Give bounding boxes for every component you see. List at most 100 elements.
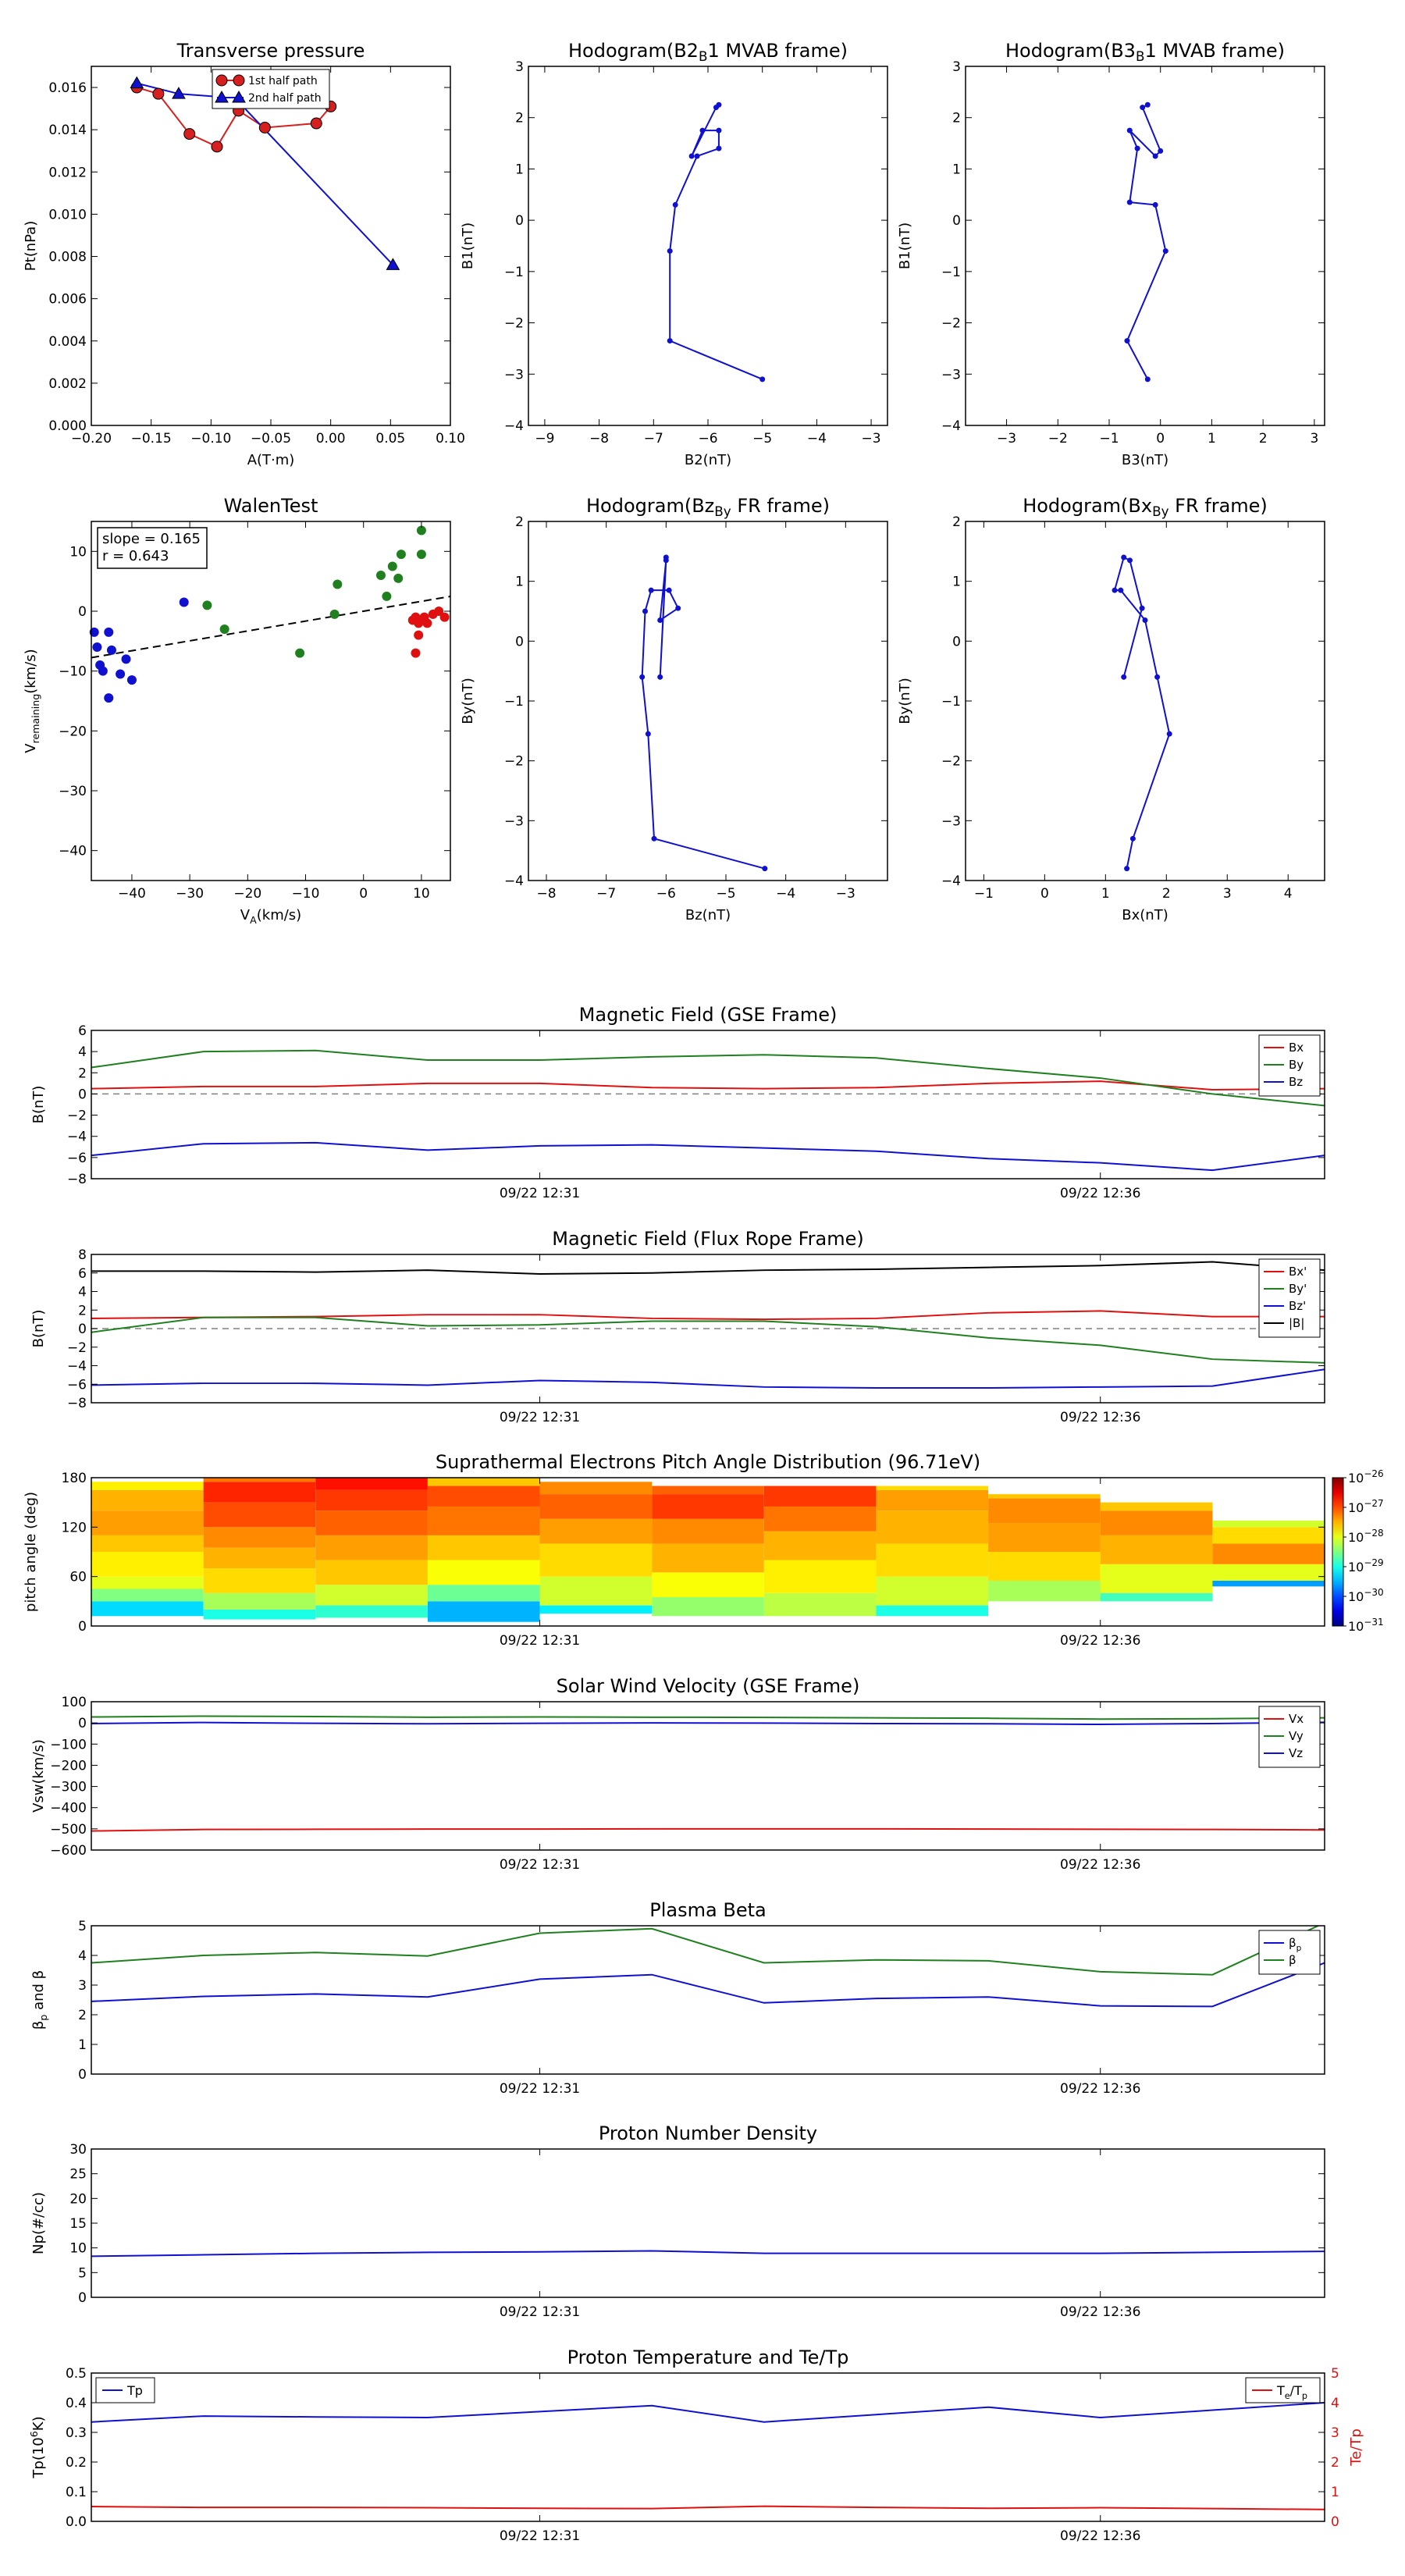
data-point (104, 693, 114, 703)
data-point (219, 624, 229, 634)
x-axis-label: Bz(nT) (685, 907, 731, 923)
y-tick-label: 0 (515, 634, 524, 649)
x-tick-label: −1 (974, 886, 994, 902)
colorbar-tick-label: 10−26 (1348, 1468, 1384, 1485)
legend-label: Bz (1289, 1075, 1303, 1089)
heatmap-cell (763, 1592, 877, 1617)
y-tick-label: 15 (69, 2216, 87, 2232)
heatmap-cell (91, 1510, 204, 1535)
data-point (104, 627, 114, 637)
time-tick-label: 09/22 12:36 (1060, 1633, 1140, 1649)
series-line-vz (91, 1721, 1325, 1726)
y-tick-label: −2 (67, 1340, 87, 1356)
x-tick-label: −3 (997, 431, 1016, 447)
y-axis-label: Pt(nPa) (23, 221, 39, 271)
y-tick-label: 10 (69, 2241, 87, 2257)
series-line-tp (91, 2402, 1325, 2423)
legend (212, 69, 330, 109)
chart-title: Transverse pressure (176, 40, 365, 62)
y-tick-label: 1 (952, 575, 961, 590)
heatmap-cell (315, 1585, 428, 1606)
legend-label: β (1289, 1953, 1297, 1967)
data-point (310, 117, 322, 130)
legend-marker (215, 90, 229, 103)
data-point (657, 617, 663, 623)
heatmap-cell (539, 1543, 653, 1577)
data-point (1126, 127, 1133, 133)
y-tick-label: 2 (515, 111, 524, 126)
y-tick-label: 5 (78, 1919, 87, 1934)
magnetic-field-gse-chart: Magnetic Field (GSE Frame) −8 −6 −4 −2 0 2 4 6 09… (30, 1004, 1325, 1201)
x-tick-label: 0.05 (375, 431, 405, 447)
x-axis-label: A(T·m) (247, 452, 295, 468)
heatmap-cell (876, 1543, 989, 1577)
data-point (716, 101, 722, 108)
data-point (422, 618, 432, 628)
x-tick-label: 3 (1223, 886, 1232, 902)
proton-density-chart: Proton Number Density 0 5 10 15 20 25 30 09/22 1… (30, 2122, 1325, 2320)
data-point (396, 550, 406, 560)
heatmap-cell (427, 1585, 540, 1602)
colorbar (1332, 1477, 1344, 1627)
y-axis-label: Tp(106K) (28, 2416, 47, 2478)
y-tick-label: 60 (69, 1570, 87, 1585)
chart-title: Magnetic Field (GSE Frame) (579, 1004, 838, 1026)
y-axis-label: βp and β (30, 1970, 49, 2030)
y-tick-label: −200 (50, 1758, 87, 1774)
data-point (694, 153, 700, 159)
y-tick-label: 0 (78, 1322, 87, 1337)
heatmap-cell (988, 1523, 1101, 1552)
y-tick-label: 1 (515, 162, 524, 177)
time-tick-label: 09/22 12:36 (1060, 1186, 1140, 1201)
data-point (329, 609, 340, 619)
y-axis-label: By(nT) (897, 678, 913, 724)
data-point (672, 201, 678, 208)
heatmap-cell (1100, 1502, 1213, 1511)
plot-area (91, 2402, 1325, 2510)
axes-frame (91, 2148, 1325, 2298)
y-tick-label: −2 (504, 316, 524, 332)
heatmap-cell (763, 1531, 877, 1560)
y-tick-label: 0.016 (48, 80, 87, 96)
y-tick-label: 6 (78, 1023, 87, 1039)
y-tick-label: 3 (78, 1978, 87, 1994)
heatmap-cell (91, 1552, 204, 1577)
heatmap-cell (988, 1580, 1101, 1602)
legend-label: Vx (1289, 1712, 1304, 1726)
data-point (375, 571, 386, 580)
heatmap-cell (652, 1485, 764, 1495)
legend-label: 2nd half path (248, 92, 322, 105)
x-tick-label: −20 (233, 886, 261, 902)
plot-area (136, 82, 394, 266)
y-tick-label: −4 (504, 418, 524, 434)
right-y-tick-label: 2 (1331, 2455, 1339, 2471)
annotation-box (97, 527, 208, 569)
legend-label: Bx' (1289, 1265, 1307, 1279)
heatmap-cell (988, 1498, 1101, 1524)
data-point (639, 674, 646, 680)
heatmap-cell (203, 1609, 316, 1620)
y-tick-label: −3 (941, 813, 961, 829)
data-point (657, 674, 663, 680)
data-point (434, 607, 444, 616)
heatmap-cell (1100, 1535, 1213, 1564)
y-tick-label: 4 (78, 1285, 87, 1300)
y-tick-label: 2 (952, 111, 961, 126)
series-line-bx (91, 1080, 1325, 1091)
y-tick-label: −3 (504, 367, 524, 382)
solar-wind-velocity-chart: Solar Wind Velocity (GSE Frame) −600 −500 −… (30, 1675, 1325, 1873)
data-point (1162, 248, 1168, 254)
x-axis-label: B3(nT) (1122, 452, 1168, 468)
y-tick-label: −1 (504, 265, 524, 280)
right-y-tick-label: 5 (1331, 2366, 1339, 2382)
heatmap-cell (1100, 1510, 1213, 1535)
y-tick-label: 1 (515, 575, 524, 590)
y-tick-label: −500 (50, 1822, 87, 1838)
right-y-tick-label: 0 (1331, 2514, 1339, 2530)
axes-frame (91, 2372, 1325, 2522)
plot-area (91, 1926, 1325, 2008)
data-point (645, 731, 651, 737)
heatmap-cell (539, 1605, 653, 1614)
x-tick-label: 4 (1284, 886, 1293, 902)
heatmap-cell (988, 1552, 1101, 1581)
